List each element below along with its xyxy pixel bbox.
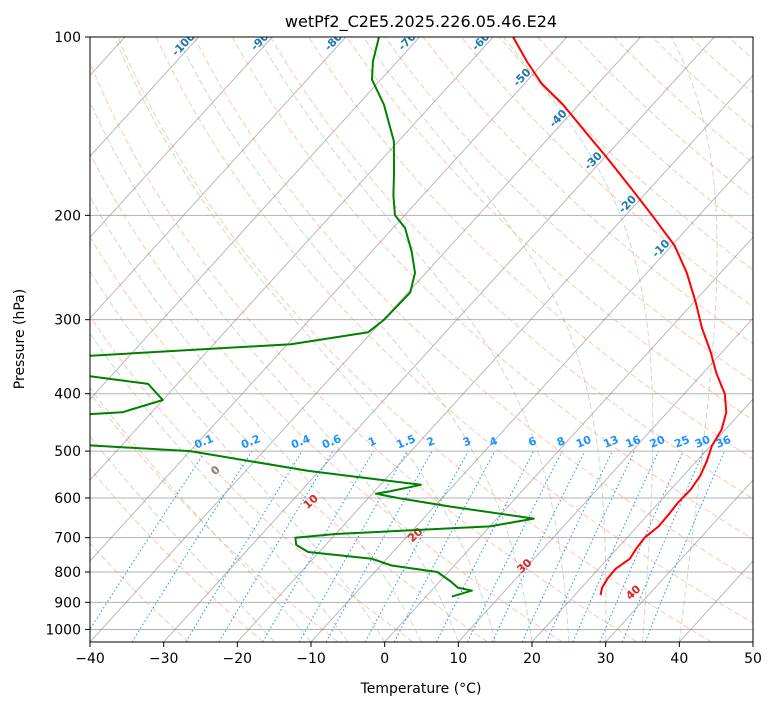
x-tick-label: 50 (744, 651, 762, 667)
y-tick-label: 200 (54, 208, 81, 224)
x-tick-label: 40 (670, 651, 688, 667)
y-tick-label: 300 (54, 313, 81, 329)
y-axis-title: Pressure (hPa) (12, 289, 28, 389)
y-tick-label: 500 (54, 444, 81, 460)
x-tick-label: 20 (523, 651, 541, 667)
x-tick-label: −10 (296, 651, 326, 667)
y-tick-label: 600 (54, 491, 81, 507)
y-tick-label: 400 (54, 387, 81, 403)
x-tick-label: 10 (449, 651, 467, 667)
chart-title: wetPf2_C2E5.2025.226.05.46.E24 (285, 12, 557, 32)
y-tick-label: 100 (54, 30, 81, 46)
x-tick-label: −20 (223, 651, 253, 667)
y-tick-label: 1000 (45, 622, 81, 638)
x-tick-label: −30 (149, 651, 179, 667)
x-axis-title: Temperature (°C) (360, 681, 482, 697)
x-tick-label: 0 (380, 651, 389, 667)
y-tick-label: 700 (54, 531, 81, 547)
y-tick-label: 900 (54, 595, 81, 611)
y-tick-label: 800 (54, 565, 81, 581)
x-tick-label: 30 (597, 651, 615, 667)
x-tick-label: −40 (75, 651, 105, 667)
